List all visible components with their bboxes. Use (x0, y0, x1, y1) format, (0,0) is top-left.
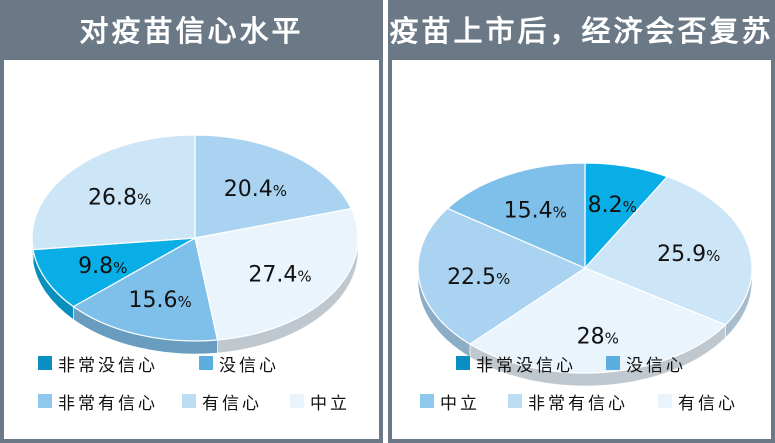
legend-swatch (290, 394, 304, 408)
legend-item: 没信心 (199, 352, 279, 376)
data-label-0: 20.4% (224, 177, 287, 202)
chart-title: 疫苗上市后，经济会否复苏 (389, 14, 774, 48)
legend-label: 有信心 (678, 393, 738, 414)
data-label-2: 28% (577, 325, 619, 350)
legend-item: 中立 (420, 390, 480, 414)
data-label-1: 25.9% (657, 242, 720, 267)
legend-label: 中立 (310, 393, 350, 414)
legend-item: 有信心 (658, 390, 738, 414)
pie-slice-1 (583, 175, 753, 326)
legend-item: 有信心 (182, 390, 262, 414)
chart-title: 对疫苗信心水平 (79, 14, 304, 48)
legend-item: 中立 (290, 390, 350, 414)
pie-chart-confidence: 20.4% 27.4% 15.6%9.8% 26.8% (31, 134, 359, 355)
legend-label: 非常有信心 (58, 393, 158, 414)
legend-swatch (606, 356, 620, 370)
data-label-1: 27.4% (248, 263, 311, 288)
pie-slice-3 (417, 207, 587, 345)
legend-item: 非常没信心 (456, 352, 576, 376)
pie-slice-2 (72, 237, 219, 342)
data-label-4: 15.4% (504, 199, 567, 224)
legend-item: 非常有信心 (38, 390, 158, 414)
legend-swatch (508, 394, 522, 408)
legend-swatch (199, 356, 213, 370)
legend-label: 没信心 (626, 355, 686, 376)
legend-label: 非常没信心 (476, 355, 576, 376)
pie-slice-1 (194, 207, 359, 341)
legend-label: 有信心 (202, 393, 262, 414)
legend-swatch (38, 394, 52, 408)
legend-item: 非常没信心 (38, 352, 158, 376)
legend-item: 非常有信心 (508, 390, 628, 414)
chart-panel-economy: 疫苗上市后，经济会否复苏 8.2% 25.9% 28% 22.5% 15.4% 非常没信… (388, 0, 775, 443)
legend-label: 非常没信心 (58, 355, 158, 376)
chart-body: 20.4% 27.4% 15.6% 9.8% 26.8% 非常没信心 没信心非常有信心 有信… (4, 60, 379, 439)
pie-slice-0 (194, 134, 353, 239)
legend-label: 中立 (440, 393, 480, 414)
legend-swatch (658, 394, 672, 408)
pie-slice-2 (468, 267, 727, 374)
data-label-4: 26.8% (88, 185, 151, 210)
data-label-3: 9.8% (78, 254, 127, 279)
data-label-2: 15.6% (129, 288, 192, 313)
legend-swatch (182, 394, 196, 408)
pie-slice-4 (446, 162, 586, 269)
data-label-3: 22.5% (447, 265, 510, 290)
legend-swatch (420, 394, 434, 408)
legend-label: 没信心 (219, 355, 279, 376)
chart-body: 8.2% 25.9% 28% 22.5% 15.4% 非常没信心 没信心中立 非常有信心 有信… (392, 60, 771, 439)
pie-slice-4 (31, 134, 196, 251)
pie-slice-3 (32, 237, 196, 308)
chart-panel-confidence: 对疫苗信心水平 20.4% 27.4% 15.6% 9.8% 26.8% 非常没信心 没信… (0, 0, 383, 443)
data-label-0: 8.2% (588, 193, 637, 218)
legend-swatch (38, 356, 52, 370)
pie-chart-economy: 8.2% 25.9% 28% 22.5% 15.4% (417, 162, 753, 387)
legend-label: 非常有信心 (528, 393, 628, 414)
legend-item: 没信心 (606, 352, 686, 376)
legend-swatch (456, 356, 470, 370)
